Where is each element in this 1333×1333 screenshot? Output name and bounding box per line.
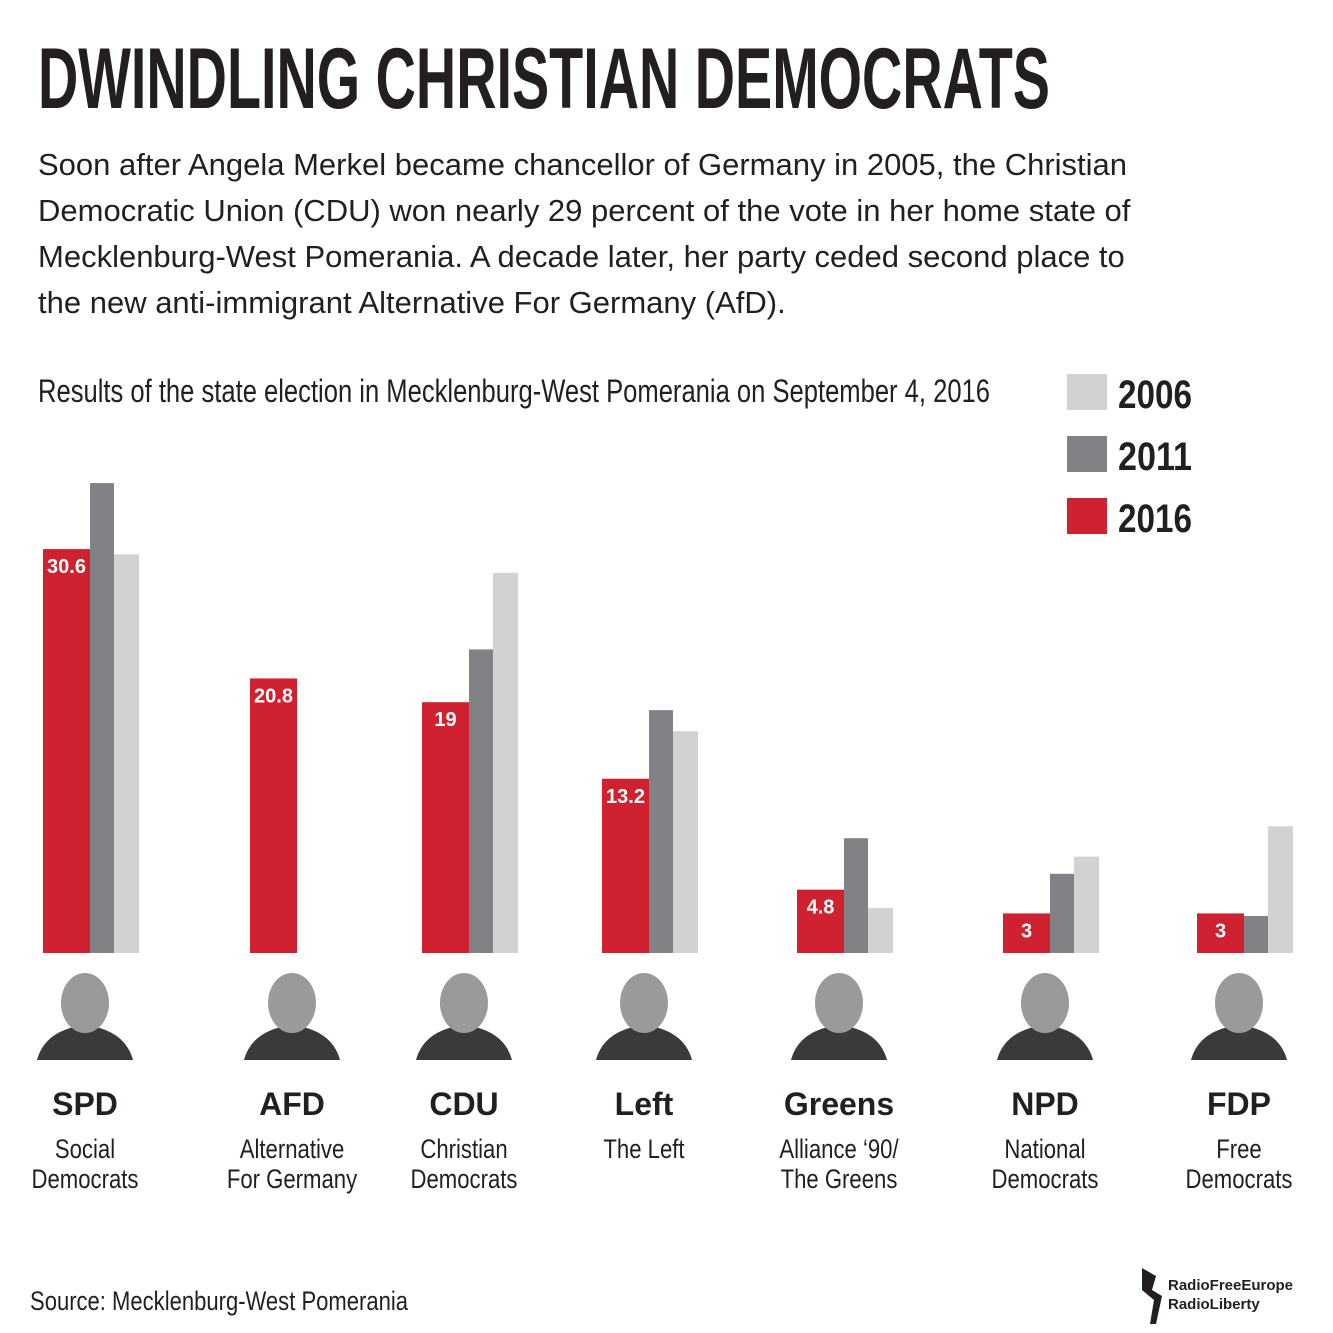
portrait-head	[815, 973, 863, 1033]
category-description: For Germany	[227, 1165, 358, 1195]
category-description: Democrats	[411, 1165, 518, 1195]
portrait-shoulders	[791, 1025, 887, 1060]
bar	[1197, 913, 1244, 953]
portrait-shoulders	[244, 1025, 340, 1060]
description-line: Mecklenburg-West Pomerania. A decade lat…	[38, 239, 1125, 274]
category-description: Social	[55, 1135, 115, 1165]
portrait-shoulders	[1191, 1025, 1287, 1060]
data-label: 3	[1021, 920, 1032, 942]
bar	[649, 710, 673, 953]
description-line: Soon after Angela Merkel became chancell…	[38, 147, 1127, 182]
legend-swatch	[1067, 436, 1107, 472]
bar	[868, 908, 893, 953]
portrait-head	[268, 973, 316, 1033]
bar	[673, 731, 698, 953]
logo-text: RadioLiberty	[1168, 1296, 1260, 1313]
portrait-head	[61, 973, 109, 1033]
x-tick-label: CDU	[429, 1086, 498, 1122]
category-description: The Greens	[781, 1165, 898, 1195]
legend-label: 2006	[1118, 373, 1192, 417]
data-label: 3	[1215, 920, 1226, 942]
portrait	[37, 973, 133, 1060]
logo: RadioFreeEurope RadioLiberty	[1142, 1268, 1293, 1324]
chart-subtitle: Results of the state election in Mecklen…	[38, 373, 990, 409]
portrait-shoulders	[596, 1025, 692, 1060]
bar	[844, 838, 868, 953]
portrait	[791, 973, 887, 1060]
category-description: Alternative	[240, 1135, 345, 1165]
bar	[1074, 856, 1099, 953]
legend-label: 2016	[1118, 497, 1192, 541]
description-line: the new anti-immigrant Alternative For G…	[38, 285, 786, 320]
bar	[43, 549, 90, 953]
bar	[493, 572, 518, 953]
category-description: Democrats	[992, 1165, 1099, 1195]
bar	[1244, 916, 1268, 953]
data-label: 19	[434, 709, 456, 731]
legend-label: 2011	[1118, 435, 1192, 479]
legend-swatch	[1067, 374, 1107, 410]
category-description: National	[1004, 1135, 1085, 1165]
portrait-head	[440, 973, 488, 1033]
x-tick-label: FDP	[1207, 1086, 1271, 1122]
portrait	[244, 973, 340, 1060]
chart-title: DWINDLING CHRISTIAN DEMOCRATS	[38, 31, 1050, 127]
x-tick-label: AFD	[259, 1086, 325, 1122]
category-description: Free	[1216, 1135, 1261, 1165]
logo-icon	[1142, 1268, 1162, 1324]
category-description: Democrats	[1186, 1165, 1293, 1195]
category-description: Alliance ‘90/	[779, 1135, 898, 1165]
x-tick-label: Greens	[784, 1086, 894, 1122]
bar	[797, 889, 844, 953]
data-label: 30.6	[47, 556, 86, 578]
portrait	[596, 973, 692, 1060]
legend-swatch	[1067, 498, 1107, 534]
bar	[422, 702, 469, 953]
bar	[1268, 826, 1293, 953]
bar	[1050, 873, 1074, 953]
portrait-head	[620, 973, 668, 1033]
data-label: 4.8	[807, 897, 835, 919]
portrait	[416, 973, 512, 1060]
category-description: The Left	[603, 1135, 684, 1165]
bar	[1003, 913, 1050, 953]
portrait-head	[1215, 973, 1263, 1033]
bar	[602, 778, 649, 953]
category-description: Christian	[420, 1135, 507, 1165]
bar	[114, 554, 139, 953]
x-tick-label: Left	[615, 1086, 674, 1122]
x-tick-label: NPD	[1011, 1086, 1079, 1122]
bar	[469, 649, 493, 953]
portrait	[1191, 973, 1287, 1060]
source: Source: Mecklenburg-West Pomerania	[30, 1286, 409, 1316]
description-line: Democratic Union (CDU) won nearly 29 per…	[38, 193, 1131, 228]
portrait	[997, 973, 1093, 1060]
portrait-shoulders	[997, 1025, 1093, 1060]
logo-text: RadioFreeEurope	[1168, 1277, 1293, 1294]
x-tick-label: SPD	[52, 1086, 118, 1122]
category-description: Democrats	[32, 1165, 139, 1195]
portrait-shoulders	[416, 1025, 512, 1060]
data-label: 20.8	[254, 685, 293, 707]
bar	[90, 483, 114, 953]
data-label: 13.2	[606, 786, 645, 808]
portrait-head	[1021, 973, 1069, 1033]
portrait-shoulders	[37, 1025, 133, 1060]
bar	[250, 678, 297, 953]
